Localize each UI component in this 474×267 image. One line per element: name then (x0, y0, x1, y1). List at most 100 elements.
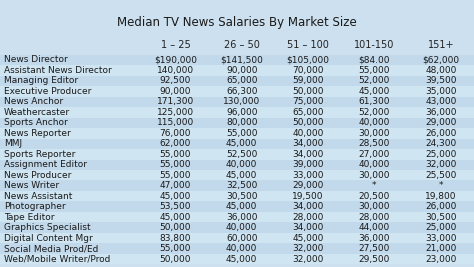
Text: 40,000: 40,000 (226, 223, 257, 232)
Text: 50,000: 50,000 (292, 87, 324, 96)
Text: 101-150: 101-150 (354, 40, 395, 50)
Text: 26,000: 26,000 (425, 202, 456, 211)
Text: 50,000: 50,000 (160, 223, 191, 232)
Text: 24,300: 24,300 (425, 139, 456, 148)
Text: 21,000: 21,000 (425, 244, 456, 253)
Text: 34,000: 34,000 (292, 202, 324, 211)
Text: 19,500: 19,500 (292, 192, 324, 201)
Text: 96,000: 96,000 (226, 108, 257, 117)
Text: 48,000: 48,000 (425, 66, 456, 75)
Text: 83,800: 83,800 (160, 234, 191, 243)
Bar (0, 180, 474, 191)
Text: 53,500: 53,500 (160, 202, 191, 211)
Text: Median TV News Salaries By Market Size: Median TV News Salaries By Market Size (117, 16, 357, 29)
Text: 40,000: 40,000 (226, 160, 257, 169)
Text: Graphics Specialist: Graphics Specialist (4, 223, 91, 232)
Text: *: * (438, 181, 443, 190)
Text: Weathercaster: Weathercaster (4, 108, 70, 117)
Text: 140,000: 140,000 (157, 66, 194, 75)
Text: 55,000: 55,000 (160, 160, 191, 169)
Bar (0, 76, 474, 86)
Text: 30,500: 30,500 (226, 192, 257, 201)
Bar (0, 201, 474, 212)
Text: 40,000: 40,000 (292, 129, 324, 138)
Text: Assignment Editor: Assignment Editor (4, 160, 87, 169)
Text: 75,000: 75,000 (292, 97, 324, 106)
Text: 70,000: 70,000 (292, 66, 324, 75)
Text: 45,000: 45,000 (292, 234, 324, 243)
Text: 125,000: 125,000 (157, 108, 194, 117)
Bar (0, 117, 474, 128)
Text: 50,000: 50,000 (292, 118, 324, 127)
Text: 47,000: 47,000 (160, 181, 191, 190)
Text: 44,000: 44,000 (359, 223, 390, 232)
Text: $190,000: $190,000 (154, 56, 197, 64)
Bar (0, 86, 474, 97)
Text: 55,000: 55,000 (226, 129, 257, 138)
Text: News Reporter: News Reporter (4, 129, 71, 138)
Text: 55,000: 55,000 (160, 244, 191, 253)
Text: 36,000: 36,000 (226, 213, 257, 222)
Text: 26 – 50: 26 – 50 (224, 40, 260, 50)
Text: $62,000: $62,000 (422, 56, 459, 64)
Text: 33,000: 33,000 (292, 171, 324, 180)
Bar (0, 170, 474, 180)
Text: 45,000: 45,000 (160, 213, 191, 222)
Text: 28,000: 28,000 (292, 213, 324, 222)
Text: 32,000: 32,000 (292, 244, 324, 253)
Text: *: * (372, 181, 377, 190)
Text: 51 – 100: 51 – 100 (287, 40, 329, 50)
Text: 61,300: 61,300 (359, 97, 390, 106)
Text: 52,500: 52,500 (226, 150, 257, 159)
Text: 29,000: 29,000 (425, 118, 456, 127)
Text: 28,500: 28,500 (359, 139, 390, 148)
Text: 45,000: 45,000 (226, 171, 257, 180)
Text: 90,000: 90,000 (226, 66, 257, 75)
Text: 25,000: 25,000 (425, 223, 456, 232)
Text: 34,000: 34,000 (292, 139, 324, 148)
Bar (0, 222, 474, 233)
Text: 65,000: 65,000 (226, 76, 257, 85)
Text: 29,500: 29,500 (359, 255, 390, 264)
Text: 171,300: 171,300 (157, 97, 194, 106)
Text: MMJ: MMJ (4, 139, 22, 148)
Bar (0, 191, 474, 201)
Text: 92,500: 92,500 (160, 76, 191, 85)
Text: News Director: News Director (4, 56, 67, 64)
Text: 151+: 151+ (428, 40, 454, 50)
Text: 55,000: 55,000 (160, 171, 191, 180)
Text: 45,000: 45,000 (226, 202, 257, 211)
Text: 52,000: 52,000 (359, 76, 390, 85)
Text: 115,000: 115,000 (157, 118, 194, 127)
Text: 36,000: 36,000 (425, 108, 456, 117)
Text: 34,000: 34,000 (292, 223, 324, 232)
Bar (0, 97, 474, 107)
Text: 45,000: 45,000 (226, 255, 257, 264)
Bar (0, 128, 474, 139)
Text: News Writer: News Writer (4, 181, 59, 190)
Text: 45,000: 45,000 (359, 87, 390, 96)
Text: 130,000: 130,000 (223, 97, 260, 106)
Text: 76,000: 76,000 (160, 129, 191, 138)
Text: 20,500: 20,500 (359, 192, 390, 201)
Text: 33,000: 33,000 (425, 234, 456, 243)
Text: Web/Mobile Writer/Prod: Web/Mobile Writer/Prod (4, 255, 110, 264)
Text: 25,500: 25,500 (425, 171, 456, 180)
Text: 52,000: 52,000 (359, 108, 390, 117)
Text: 80,000: 80,000 (226, 118, 257, 127)
Bar (0, 107, 474, 117)
Text: Photographer: Photographer (4, 202, 65, 211)
Bar (0, 139, 474, 149)
Text: 39,000: 39,000 (292, 160, 324, 169)
Text: Sports Anchor: Sports Anchor (4, 118, 67, 127)
Text: 62,000: 62,000 (160, 139, 191, 148)
Text: $84.00: $84.00 (359, 56, 390, 64)
Text: 34,000: 34,000 (292, 150, 324, 159)
Text: 19,800: 19,800 (425, 192, 456, 201)
Text: News Anchor: News Anchor (4, 97, 63, 106)
Text: $105,000: $105,000 (287, 56, 329, 64)
Text: 32,500: 32,500 (226, 181, 257, 190)
Text: 32,000: 32,000 (425, 160, 456, 169)
Text: News Producer: News Producer (4, 171, 71, 180)
Bar (0, 65, 474, 76)
